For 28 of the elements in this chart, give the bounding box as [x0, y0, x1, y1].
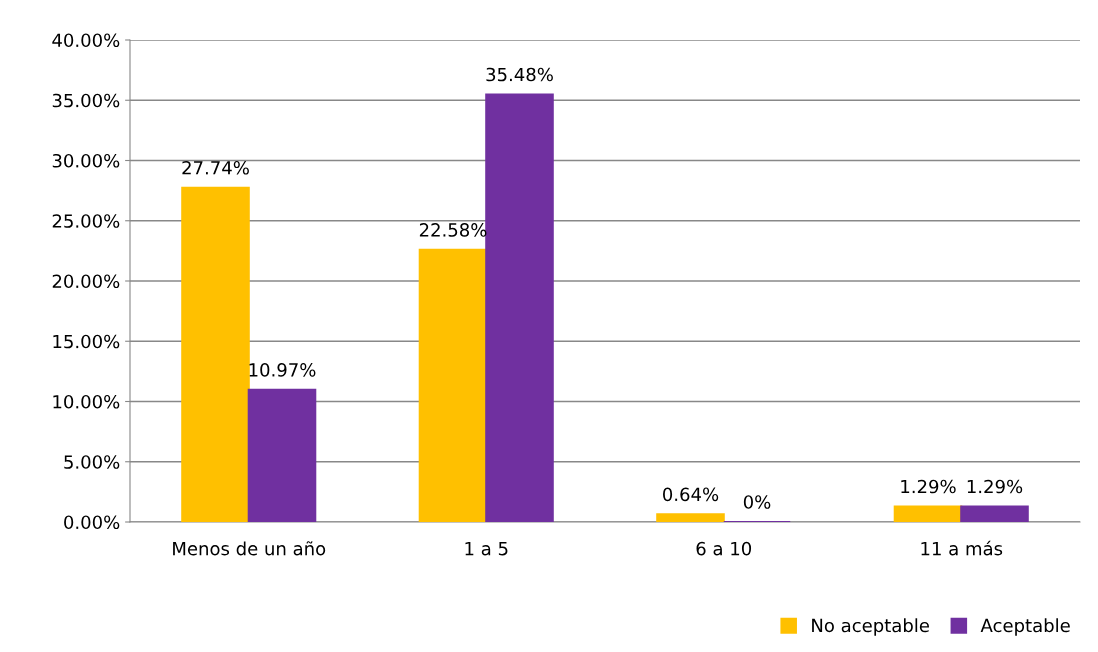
y-tick-label: 5.00% — [64, 455, 120, 469]
data-label: 0.64% — [663, 487, 719, 502]
bar — [960, 505, 1029, 522]
data-label: 35.48% — [486, 67, 553, 82]
bar — [656, 513, 725, 522]
x-tick-label: 11 a más — [921, 540, 1003, 556]
y-tick-label: 25.00% — [52, 214, 120, 228]
y-tick-label: 0.00% — [64, 515, 120, 530]
legend-label: Aceptable — [980, 618, 1070, 636]
data-label: 1.29% — [901, 479, 956, 494]
bar — [485, 93, 554, 522]
data-label: 0% — [743, 495, 771, 509]
legend-label: No aceptable — [812, 618, 929, 636]
bar — [181, 186, 250, 522]
x-tick-label: 6 a 10 — [696, 541, 752, 556]
data-label: 27.74% — [182, 160, 249, 175]
data-label: 1.29% — [967, 479, 1023, 494]
bar — [418, 248, 488, 522]
bar — [247, 388, 317, 522]
y-tick-label: 15.00% — [53, 334, 120, 349]
y-tick-label: 30.00% — [52, 153, 120, 168]
x-tick-label: 1 a 5 — [465, 542, 508, 556]
y-tick-label: 40.00% — [52, 33, 120, 48]
y-tick-label: 35.00% — [52, 93, 120, 108]
y-tick-label: 20.00% — [52, 274, 120, 289]
y-tick-label: 10.00% — [53, 394, 120, 409]
bar — [893, 505, 963, 522]
x-tick-label: Menos de un año — [173, 541, 326, 556]
